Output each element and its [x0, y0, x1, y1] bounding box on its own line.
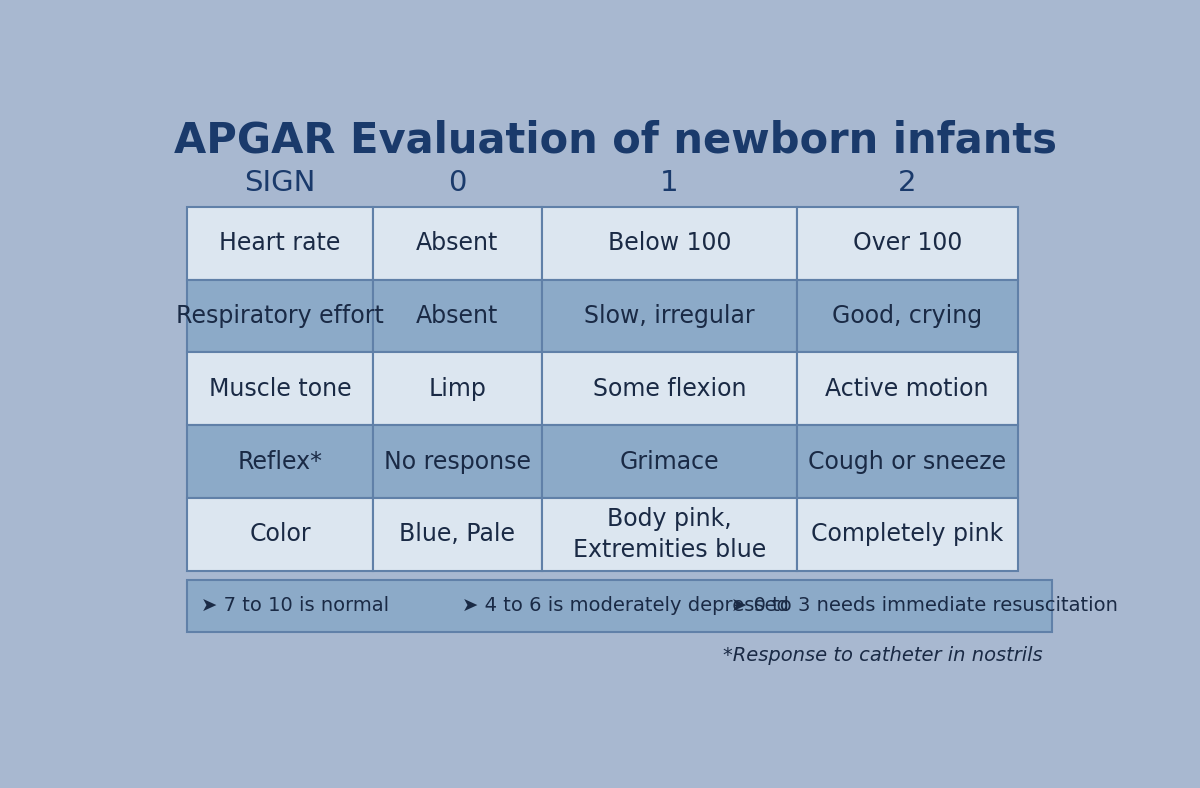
- Text: ➤ 0 to 3 needs immediate resuscitation: ➤ 0 to 3 needs immediate resuscitation: [731, 597, 1118, 615]
- Text: Blue, Pale: Blue, Pale: [400, 522, 516, 546]
- FancyBboxPatch shape: [797, 206, 1018, 280]
- Text: Active motion: Active motion: [826, 377, 989, 401]
- FancyBboxPatch shape: [373, 206, 542, 280]
- Text: Slow, irregular: Slow, irregular: [584, 304, 755, 328]
- FancyBboxPatch shape: [542, 498, 797, 571]
- Text: Absent: Absent: [416, 304, 499, 328]
- FancyBboxPatch shape: [187, 426, 373, 498]
- Text: Some flexion: Some flexion: [593, 377, 746, 401]
- FancyBboxPatch shape: [797, 498, 1018, 571]
- Text: Grimace: Grimace: [619, 450, 719, 474]
- Text: 0: 0: [449, 169, 467, 196]
- Text: Heart rate: Heart rate: [220, 231, 341, 255]
- Text: Reflex*: Reflex*: [238, 450, 323, 474]
- Text: Muscle tone: Muscle tone: [209, 377, 352, 401]
- FancyBboxPatch shape: [542, 426, 797, 498]
- Text: APGAR Evaluation of newborn infants: APGAR Evaluation of newborn infants: [174, 119, 1056, 161]
- FancyBboxPatch shape: [797, 352, 1018, 426]
- Text: No response: No response: [384, 450, 530, 474]
- Text: Body pink,
Extremities blue: Body pink, Extremities blue: [572, 507, 766, 563]
- FancyBboxPatch shape: [373, 352, 542, 426]
- FancyBboxPatch shape: [797, 280, 1018, 352]
- Text: Good, crying: Good, crying: [832, 304, 983, 328]
- Text: Cough or sneeze: Cough or sneeze: [808, 450, 1007, 474]
- FancyBboxPatch shape: [373, 280, 542, 352]
- Text: SIGN: SIGN: [245, 169, 316, 196]
- FancyBboxPatch shape: [187, 352, 373, 426]
- Text: Completely pink: Completely pink: [811, 522, 1003, 546]
- Text: Absent: Absent: [416, 231, 499, 255]
- Text: Over 100: Over 100: [852, 231, 962, 255]
- FancyBboxPatch shape: [187, 580, 1052, 631]
- FancyBboxPatch shape: [373, 498, 542, 571]
- Text: Below 100: Below 100: [607, 231, 731, 255]
- Text: 2: 2: [898, 169, 917, 196]
- Text: *Response to catheter in nostrils: *Response to catheter in nostrils: [724, 646, 1043, 665]
- Text: ➤ 4 to 6 is moderately depressed: ➤ 4 to 6 is moderately depressed: [462, 597, 788, 615]
- Text: Color: Color: [250, 522, 311, 546]
- FancyBboxPatch shape: [373, 426, 542, 498]
- FancyBboxPatch shape: [542, 352, 797, 426]
- Text: Limp: Limp: [428, 377, 486, 401]
- FancyBboxPatch shape: [542, 280, 797, 352]
- Text: 1: 1: [660, 169, 679, 196]
- FancyBboxPatch shape: [187, 206, 373, 280]
- FancyBboxPatch shape: [187, 280, 373, 352]
- Text: Respiratory effort: Respiratory effort: [176, 304, 384, 328]
- FancyBboxPatch shape: [187, 498, 373, 571]
- FancyBboxPatch shape: [542, 206, 797, 280]
- FancyBboxPatch shape: [797, 426, 1018, 498]
- Text: ➤ 7 to 10 is normal: ➤ 7 to 10 is normal: [202, 597, 389, 615]
